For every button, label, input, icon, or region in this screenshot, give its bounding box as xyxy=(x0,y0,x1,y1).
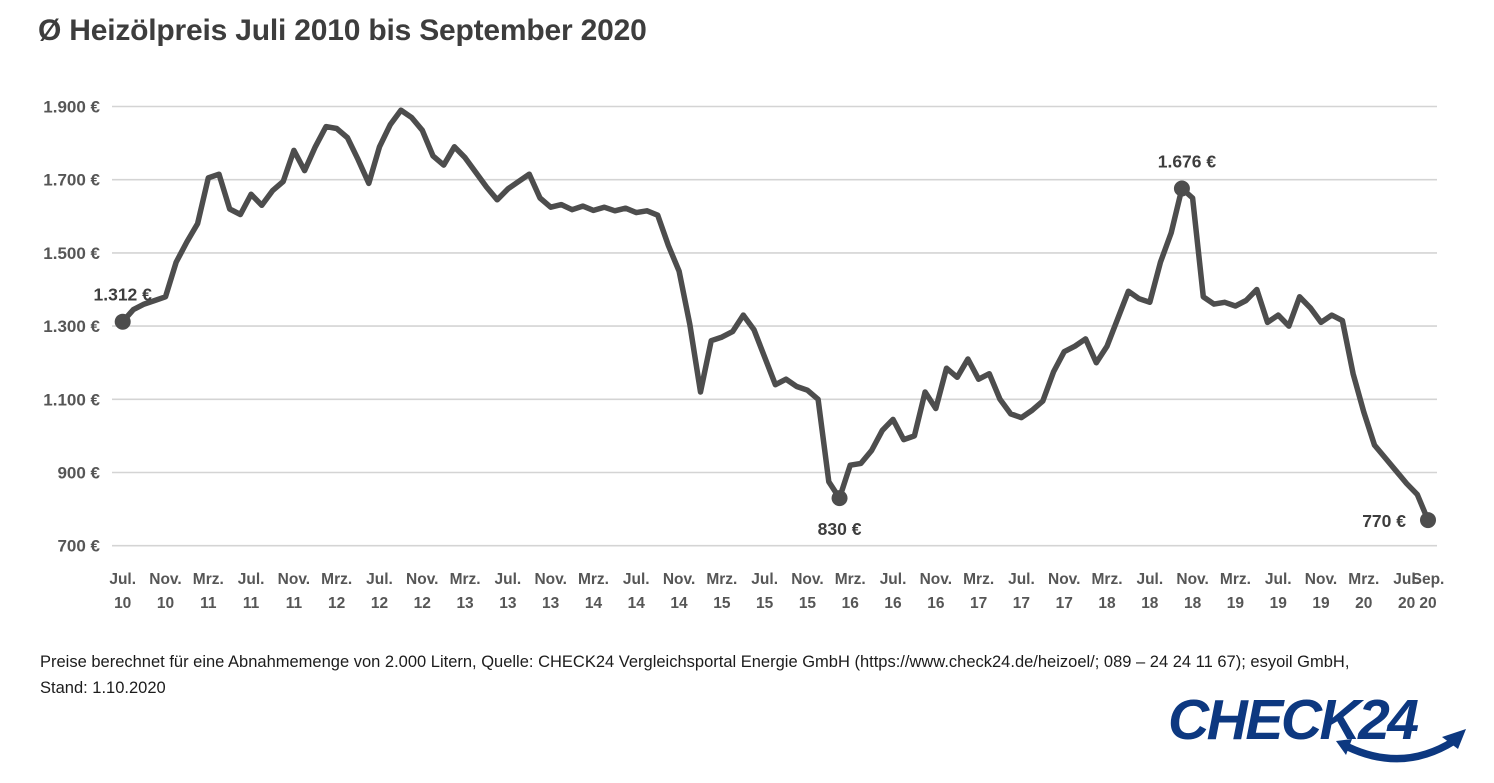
y-axis-tick-label: 1.500 € xyxy=(43,244,100,263)
x-axis-month-label: Nov. xyxy=(406,571,438,588)
x-axis-month-label: Nov. xyxy=(278,571,310,588)
x-axis-year-label: 17 xyxy=(1056,595,1073,612)
x-axis-year-label: 16 xyxy=(884,595,902,612)
x-axis-month-label: Mrz. xyxy=(1092,571,1123,588)
x-axis-month-label: Mrz. xyxy=(963,571,994,588)
price-line-series xyxy=(119,107,1431,523)
x-axis-month-label: Mrz. xyxy=(450,571,481,588)
data-point-marker xyxy=(1173,180,1190,197)
x-axis-month-label: Nov. xyxy=(920,571,952,588)
y-axis-tick-label: 1.300 € xyxy=(43,317,100,336)
x-axis-year-label: 17 xyxy=(970,595,987,612)
chart-title: Ø Heizölpreis Juli 2010 bis September 20… xyxy=(38,14,647,47)
x-axis-year-label: 14 xyxy=(585,595,603,612)
x-axis-month-label: Jul. xyxy=(1136,571,1163,588)
x-axis-month-label: Sep. xyxy=(1412,571,1445,588)
x-axis-month-label: Mrz. xyxy=(193,571,224,588)
x-axis-month-label: Mrz. xyxy=(321,571,352,588)
data-point-marker xyxy=(831,490,848,507)
x-axis-year-label: 14 xyxy=(670,595,688,612)
x-axis-month-label: Jul. xyxy=(1393,571,1420,588)
y-axis-tick-label: 700 € xyxy=(57,537,100,556)
x-axis-year-label: 18 xyxy=(1184,595,1202,612)
x-axis-month-label: Jul. xyxy=(238,571,265,588)
x-axis-month-label: Nov. xyxy=(534,571,566,588)
x-axis-year-label: 17 xyxy=(1013,595,1030,612)
x-axis-month-label: Mrz. xyxy=(1348,571,1379,588)
x-axis-month-label: Jul. xyxy=(623,571,650,588)
x-axis-year-label: 12 xyxy=(328,595,345,612)
check24-logo: CHECK24 xyxy=(1168,689,1466,763)
x-axis-year-label: 11 xyxy=(286,595,303,612)
y-axis-tick-label: 1.100 € xyxy=(43,390,100,409)
source-note-line1: Preise berechnet für eine Abnahmemenge v… xyxy=(40,653,1350,671)
x-axis-year-label: 18 xyxy=(1098,595,1116,612)
x-axis-year-label: 12 xyxy=(414,595,431,612)
x-axis-year-label: 10 xyxy=(157,595,174,612)
point-annotation: 770 € xyxy=(1362,511,1406,531)
x-axis-year-label: 19 xyxy=(1270,595,1288,612)
y-axis-tick-label: 900 € xyxy=(57,464,100,483)
x-axis-month-label: Nov. xyxy=(1048,571,1080,588)
x-axis-year-label: 11 xyxy=(243,595,260,612)
data-point-marker xyxy=(1420,512,1436,529)
x-axis-year-label: 12 xyxy=(371,595,388,612)
x-axis-month-label: Nov. xyxy=(1305,571,1337,588)
x-axis-month-label: Jul. xyxy=(880,571,907,588)
x-axis-year-label: 15 xyxy=(713,595,731,612)
x-axis-year-label: 16 xyxy=(927,595,945,612)
x-axis-year-label: 13 xyxy=(456,595,474,612)
x-axis-month-label: Nov. xyxy=(1176,571,1208,588)
x-axis-year-label: 15 xyxy=(799,595,817,612)
point-annotation: 1.312 € xyxy=(94,285,153,305)
x-axis-month-label: Jul. xyxy=(366,571,393,588)
x-axis-month-label: Jul. xyxy=(495,571,522,588)
x-axis-year-label: 18 xyxy=(1141,595,1159,612)
source-note-line2: Stand: 1.10.2020 xyxy=(40,678,166,697)
x-axis-month-label: Nov. xyxy=(149,571,181,588)
x-axis-year-label: 14 xyxy=(628,595,646,612)
logo-swoosh-arrow xyxy=(1344,737,1458,763)
point-annotation: 830 € xyxy=(818,519,862,539)
x-axis-month-label: Nov. xyxy=(791,571,823,588)
price-line-chart: 1.900 € 1.700 € 1.500 € 1.300 € 1.100 € 900 €… xyxy=(43,98,1445,613)
data-point-marker xyxy=(114,313,131,330)
x-axis-year-label: 20 xyxy=(1419,595,1436,612)
x-axis-year-label: 20 xyxy=(1398,595,1415,612)
x-axis-year-label: 20 xyxy=(1355,595,1372,612)
x-axis-month-label: Jul. xyxy=(751,571,778,588)
x-axis-year-label: 13 xyxy=(542,595,560,612)
y-axis-tick-label: 1.700 € xyxy=(43,171,100,190)
x-axis-month-label: Mrz. xyxy=(835,571,866,588)
x-axis-year-label: 15 xyxy=(756,595,774,612)
source-note: Preise berechnet für eine Abnahmemenge v… xyxy=(40,650,1470,701)
x-axis-year-label: 19 xyxy=(1227,595,1245,612)
check24-logo-text: CHECK24 xyxy=(1168,689,1418,752)
x-axis-month-label: Jul. xyxy=(1008,571,1035,588)
x-axis-month-label: Mrz. xyxy=(706,571,737,588)
x-axis-year-label: 10 xyxy=(114,595,131,612)
logo-arrowhead-right xyxy=(1442,729,1466,749)
x-axis-month-label: Jul. xyxy=(109,571,136,588)
logo-arrowhead-left xyxy=(1336,739,1352,755)
x-axis-month-label: Mrz. xyxy=(578,571,609,588)
x-axis-year-label: 13 xyxy=(499,595,517,612)
x-axis-month-label: Mrz. xyxy=(1220,571,1251,588)
x-axis-month-label: Nov. xyxy=(663,571,695,588)
x-axis-year-label: 16 xyxy=(842,595,860,612)
x-axis-month-label: Jul. xyxy=(1265,571,1292,588)
x-axis-year-label: 19 xyxy=(1312,595,1330,612)
y-axis-tick-label: 1.900 € xyxy=(43,98,100,117)
x-axis-year-label: 11 xyxy=(200,595,217,612)
point-annotation: 1.676 € xyxy=(1158,151,1217,171)
